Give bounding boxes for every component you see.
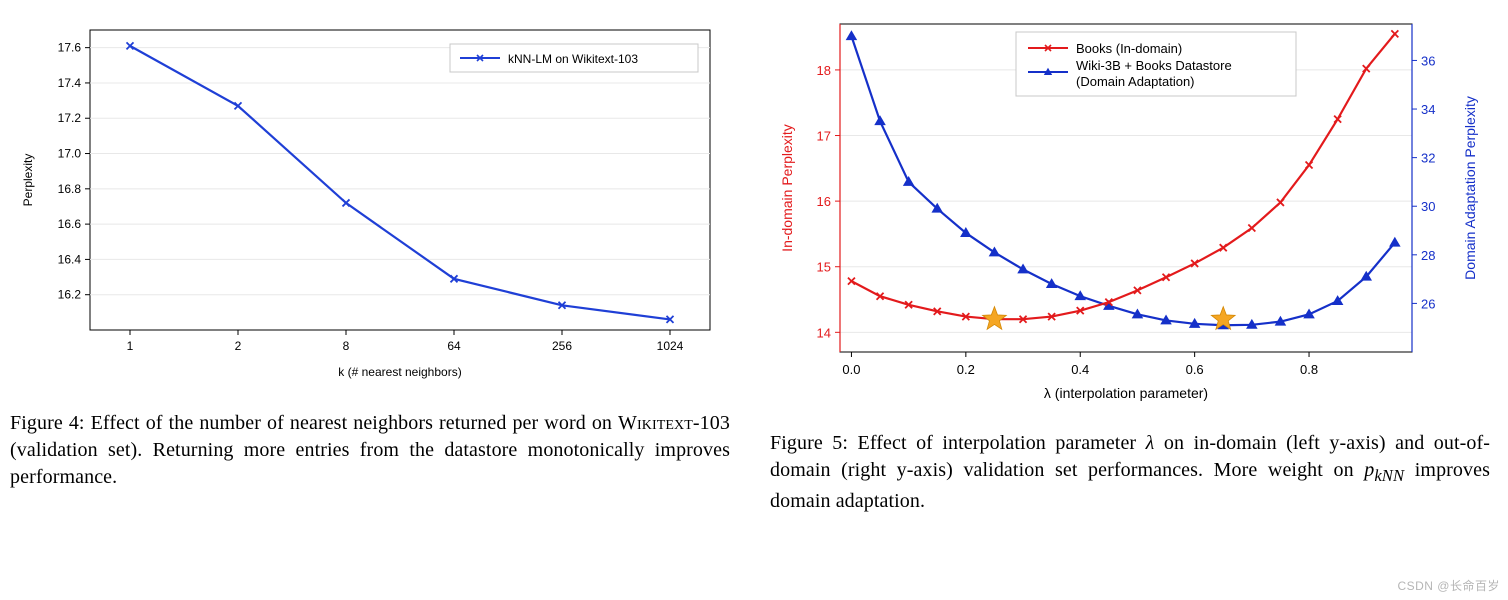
fig4-caption-label: Figure 4:: [10, 412, 85, 434]
svg-text:17.2: 17.2: [58, 111, 82, 125]
svg-text:0.4: 0.4: [1071, 362, 1089, 377]
svg-text:8: 8: [343, 339, 350, 353]
svg-text:17.6: 17.6: [58, 41, 82, 55]
svg-text:17: 17: [817, 129, 831, 144]
svg-text:36: 36: [1421, 53, 1435, 68]
svg-text:16.4: 16.4: [58, 252, 82, 266]
fig5-caption-1: Effect of interpolation parameter: [858, 432, 1146, 454]
svg-text:16.8: 16.8: [58, 182, 82, 196]
figure-4-chart: 16.2 16.4 16.6 16.8 17.0 17.2 17.4 17.6 1 2 8 64 256…: [10, 10, 730, 390]
svg-text:16.6: 16.6: [58, 217, 82, 231]
svg-text:1024: 1024: [657, 339, 684, 353]
fig5-caption-label: Figure 5:: [770, 432, 848, 454]
svg-text:kNN-LM on Wikitext-103: kNN-LM on Wikitext-103: [508, 52, 638, 66]
svg-text:In-domain Perplexity: In-domain Perplexity: [779, 124, 795, 252]
svg-text:15: 15: [817, 260, 831, 275]
svg-text:14: 14: [817, 325, 831, 340]
svg-text:17.4: 17.4: [58, 76, 82, 90]
svg-text:32: 32: [1421, 151, 1435, 166]
svg-text:16.2: 16.2: [58, 288, 82, 302]
figure-4-panel: 16.2 16.4 16.6 16.8 17.0 17.2 17.4 17.6 1 2 8 64 256…: [10, 10, 730, 600]
svg-text:Perplexity: Perplexity: [21, 154, 35, 207]
svg-text:Domain Adaptation Perplexity: Domain Adaptation Perplexity: [1462, 96, 1478, 280]
figure-5-caption: Figure 5: Effect of interpolation parame…: [770, 430, 1490, 515]
figure-4-svg: 16.2 16.4 16.6 16.8 17.0 17.2 17.4 17.6 1 2 8 64 256…: [10, 10, 730, 390]
svg-text:0.8: 0.8: [1300, 362, 1318, 377]
svg-text:256: 256: [552, 339, 572, 353]
figure-4-caption: Figure 4: Effect of the number of neares…: [10, 410, 730, 491]
figure-5-panel: 14 15 16 17 18 26 28 30 32 34 36 0.0 0.2 0.4 0.6 0.8 λ (…: [770, 10, 1490, 600]
svg-text:k (# nearest neighbors): k (# nearest neighbors): [338, 365, 461, 379]
fig4-caption-pre: Effect of the number of nearest neighbor…: [91, 412, 618, 434]
svg-text:28: 28: [1421, 248, 1435, 263]
figure-row: 16.216.416.616.817.017.217.417.612864256…: [0, 0, 1508, 600]
figure-5-chart: 14 15 16 17 18 26 28 30 32 34 36 0.0 0.2 0.4 0.6 0.8 λ (…: [770, 10, 1490, 410]
svg-text:(Domain Adaptation): (Domain Adaptation): [1076, 74, 1195, 89]
svg-text:0.0: 0.0: [842, 362, 860, 377]
svg-text:18: 18: [817, 63, 831, 78]
figure-5-svg: 14 15 16 17 18 26 28 30 32 34 36 0.0 0.2 0.4 0.6 0.8 λ (…: [770, 10, 1490, 410]
svg-text:16: 16: [817, 194, 831, 209]
fig5-pknn: pkNN: [1364, 459, 1404, 481]
svg-text:Books (In-domain): Books (In-domain): [1076, 41, 1182, 56]
svg-text:Wiki-3B + Books Datastore: Wiki-3B + Books Datastore: [1076, 58, 1232, 73]
svg-text:34: 34: [1421, 102, 1435, 117]
fig4-caption-wikitext: Wikitext: [618, 412, 693, 434]
svg-text:λ (interpolation parameter): λ (interpolation parameter): [1044, 385, 1208, 401]
svg-text:0.2: 0.2: [957, 362, 975, 377]
svg-text:30: 30: [1421, 199, 1435, 214]
svg-text:64: 64: [447, 339, 461, 353]
svg-text:17.0: 17.0: [58, 147, 82, 161]
svg-text:0.6: 0.6: [1186, 362, 1204, 377]
svg-text:1: 1: [127, 339, 134, 353]
svg-text:2: 2: [235, 339, 242, 353]
svg-text:26: 26: [1421, 296, 1435, 311]
